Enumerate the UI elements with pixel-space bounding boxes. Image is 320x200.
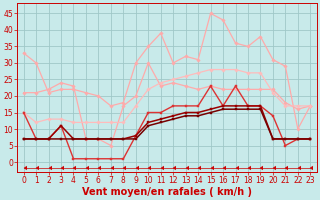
- X-axis label: Vent moyen/en rafales ( km/h ): Vent moyen/en rafales ( km/h ): [82, 187, 252, 197]
